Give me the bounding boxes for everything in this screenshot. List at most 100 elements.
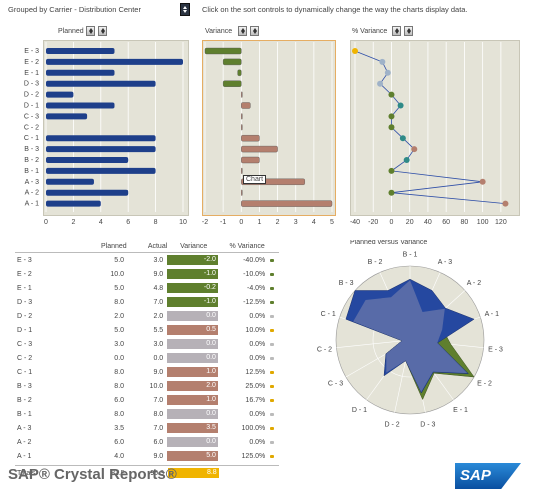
col-header-planned: Planned	[100, 242, 127, 250]
row-planned: 4.0	[114, 452, 125, 460]
pct-variance-sort-button[interactable]	[392, 26, 401, 36]
totals-variance: 8.8	[167, 468, 219, 478]
tick-label: 4	[99, 219, 103, 226]
row-indicator-icon	[270, 356, 275, 360]
table-row: C - 2 0.0 0.0 0.0 0.0%	[15, 351, 279, 365]
totals-actual: 90.3	[150, 469, 164, 477]
row-planned: 8.0	[114, 382, 125, 390]
tick-label: 4	[312, 219, 316, 226]
planned-sort-button[interactable]	[86, 26, 95, 36]
planned-chart-title: Planned	[58, 28, 84, 35]
tick-label: 0	[44, 219, 48, 226]
radar-axis-label: E - 3	[488, 346, 503, 353]
table-row: D - 1 5.0 5.5 0.5 10.0%	[15, 323, 279, 337]
group-label: Grouped by Carrier - Distribution Center	[8, 5, 141, 14]
row-actual: 5.5	[153, 326, 164, 334]
table-row: A - 1 4.0 9.0 5.0 125.0%	[15, 449, 279, 463]
data-table-body: E - 3 5.0 3.0 -2.0 -40.0% E - 2 10.0 9.0 -1.0 -10…	[15, 252, 279, 463]
row-indicator-icon	[270, 454, 275, 458]
table-row: D - 3 8.0 7.0 -1.0 -12.5%	[15, 295, 279, 309]
category-label: B - 1	[24, 168, 39, 175]
radar-spoke	[336, 339, 411, 349]
group-sort-control[interactable]	[180, 3, 190, 16]
row-indicator-icon	[270, 300, 275, 304]
tick-label: 120	[495, 219, 507, 226]
pct-variance-point	[388, 91, 395, 98]
top-charts-svg: E - 3 E - 2 E - 1 D - 3 D - 2 D - 1 C - 3 C - 2…	[24, 42, 509, 226]
row-pct: 0.0%	[249, 354, 266, 362]
tick-label: 3	[294, 219, 298, 226]
pct-variance-point	[403, 157, 410, 163]
radar-axis-label: A - 1	[485, 311, 500, 318]
pct-variance-sort-button-2[interactable]	[404, 26, 413, 36]
row-indicator-icon	[270, 370, 275, 374]
data-table-container: Planned Actual Variance % Variance E - 3…	[15, 240, 279, 480]
planned-bar	[46, 102, 115, 109]
pct-variance-point	[388, 167, 395, 174]
row-planned: 6.0	[114, 438, 125, 446]
row-variance: 5.0	[167, 451, 218, 461]
variance-bar	[241, 124, 243, 131]
row-actual: 9.0	[153, 452, 164, 460]
row-pct: 16.7%	[245, 396, 266, 404]
row-planned: 5.0	[114, 284, 125, 292]
row-indicator-icon	[270, 384, 275, 388]
product-name: SAP® Crystal Reports®	[8, 466, 177, 483]
radar-axis-label: C - 1	[321, 311, 336, 318]
radar-axis-label: D - 3	[420, 422, 435, 429]
category-label: D - 1	[24, 103, 39, 110]
radar-axis-label: B - 3	[339, 280, 354, 287]
row-indicator-icon	[270, 412, 275, 416]
table-row: E - 1 5.0 4.8 -0.2 -4.0%	[15, 281, 279, 295]
row-label: E - 2	[17, 270, 32, 278]
planned-sort-button-2[interactable]	[98, 26, 107, 36]
row-actual: 8.0	[153, 410, 164, 418]
row-label: C - 2	[17, 354, 33, 362]
planned-bar	[46, 200, 101, 207]
col-header-actual: Actual	[147, 242, 168, 250]
col-header-pct: % Variance	[229, 242, 265, 250]
planned-bar	[46, 80, 156, 87]
category-label: E - 2	[24, 59, 39, 66]
radar-actual-area	[345, 278, 475, 394]
row-planned: 8.0	[114, 368, 125, 376]
row-label: E - 3	[17, 256, 32, 264]
row-actual: 2.0	[153, 312, 164, 320]
row-actual: 0.0	[153, 354, 164, 362]
radar-axis-label: C - 3	[328, 381, 343, 388]
row-actual: 3.0	[153, 340, 164, 348]
pct-variance-point	[379, 58, 386, 65]
variance-bar	[222, 58, 242, 66]
variance-sort-button[interactable]	[238, 26, 247, 36]
pct-variance-point	[479, 178, 486, 185]
row-variance: -1.0	[167, 269, 218, 279]
row-planned: 3.5	[114, 424, 125, 432]
category-label: A - 2	[25, 190, 40, 197]
variance-sort-button-2[interactable]	[250, 26, 259, 36]
row-actual: 7.0	[153, 396, 164, 404]
planned-bar	[46, 167, 156, 174]
variance-bar	[241, 145, 278, 153]
tick-label: 10	[179, 219, 187, 226]
row-variance: 1.0	[167, 367, 218, 377]
tick-label: 5	[330, 219, 334, 226]
planned-bar	[46, 178, 94, 185]
row-pct: -10.0%	[243, 270, 266, 278]
tick-label: -2	[202, 219, 208, 226]
row-variance: 1.0	[167, 395, 218, 405]
pct-variance-point	[411, 146, 418, 153]
tick-label: 60	[442, 219, 450, 226]
variance-bar	[222, 80, 242, 87]
radar-chart: Planned versus Variance B - 1 A - 3 A - 2 A …	[317, 240, 503, 429]
pct-variance-point	[388, 189, 395, 196]
row-pct: 0.0%	[249, 340, 266, 348]
pct-variance-point	[388, 124, 395, 131]
row-variance: 0.0	[167, 437, 218, 447]
row-label: A - 3	[17, 424, 32, 432]
variance-bar	[241, 134, 260, 142]
tick-label: 40	[424, 219, 432, 226]
tick-label: 20	[406, 219, 414, 226]
table-row: B - 2 6.0 7.0 1.0 16.7%	[15, 393, 279, 407]
category-label: C - 2	[24, 124, 39, 131]
table-row: E - 3 5.0 3.0 -2.0 -40.0%	[15, 253, 279, 268]
